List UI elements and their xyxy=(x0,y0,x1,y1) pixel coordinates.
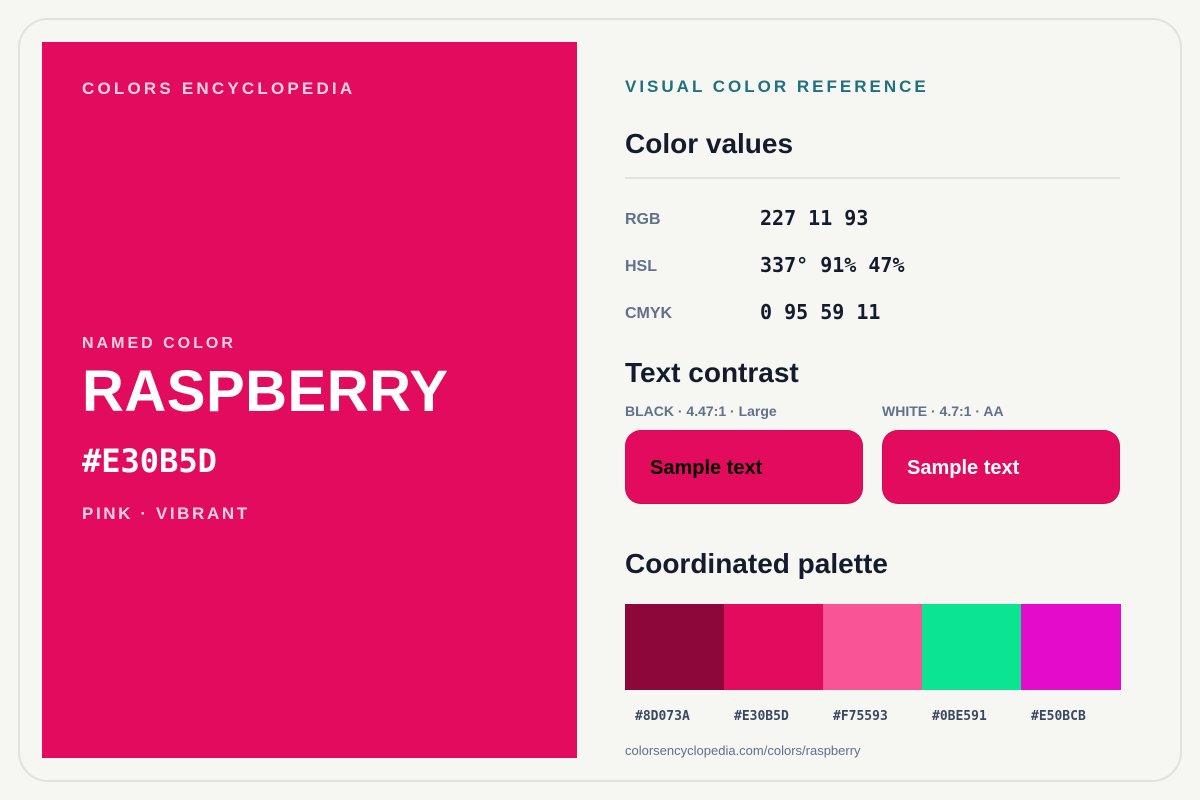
named-color-label: NAMED COLOR xyxy=(82,335,236,352)
palette-hex: #E50BCB xyxy=(1031,709,1086,724)
palette-chip xyxy=(724,604,823,690)
palette-heading: Coordinated palette xyxy=(625,548,888,579)
color-hex: #E30B5D xyxy=(82,442,217,480)
divider xyxy=(625,177,1120,179)
palette-hex: #F75593 xyxy=(833,709,888,724)
color-values-heading: Color values xyxy=(625,128,794,159)
palette-chip xyxy=(625,604,724,690)
value-text: 337° 91% 47% xyxy=(760,253,905,277)
palette-strip xyxy=(625,604,1121,690)
value-row-cmyk: CMYK 0 95 59 11 xyxy=(625,298,1120,328)
palette-hex: #E30B5D xyxy=(734,709,789,724)
palette-hex: #0BE591 xyxy=(932,709,987,724)
contrast-sample-black: Sample text xyxy=(625,430,863,504)
section-eyebrow: VISUAL COLOR REFERENCE xyxy=(625,77,929,96)
value-label: RGB xyxy=(625,211,661,228)
brand-label: COLORS ENCYCLOPEDIA xyxy=(82,79,356,98)
value-text: 0 95 59 11 xyxy=(760,300,881,324)
value-label: CMYK xyxy=(625,305,673,322)
value-text: 227 11 93 xyxy=(760,206,869,230)
palette-chip xyxy=(922,604,1021,690)
palette-chip xyxy=(823,604,922,690)
value-row-hsl: HSL 337° 91% 47% xyxy=(625,251,1120,281)
source-url[interactable]: colorsencyclopedia.com/colors/raspberry xyxy=(625,743,861,758)
value-row-rgb: RGB 227 11 93 xyxy=(625,204,1120,234)
color-swatch-panel: COLORS ENCYCLOPEDIA NAMED COLOR RASPBERR… xyxy=(42,42,577,758)
color-tags: PINK · VIBRANT xyxy=(82,504,250,523)
value-label: HSL xyxy=(625,258,657,275)
palette-codes: #8D073A #E30B5D #F75593 #0BE591 #E50BCB xyxy=(625,709,1121,729)
contrast-sample-white: Sample text xyxy=(882,430,1120,504)
color-name: RASPBERRY xyxy=(82,359,449,424)
contrast-label-white: WHITE · 4.7:1 · AA xyxy=(882,403,1004,419)
contrast-label-black: BLACK · 4.47:1 · Large xyxy=(625,403,777,419)
text-contrast-heading: Text contrast xyxy=(625,357,799,388)
palette-hex: #8D073A xyxy=(635,709,690,724)
palette-chip xyxy=(1021,604,1121,690)
